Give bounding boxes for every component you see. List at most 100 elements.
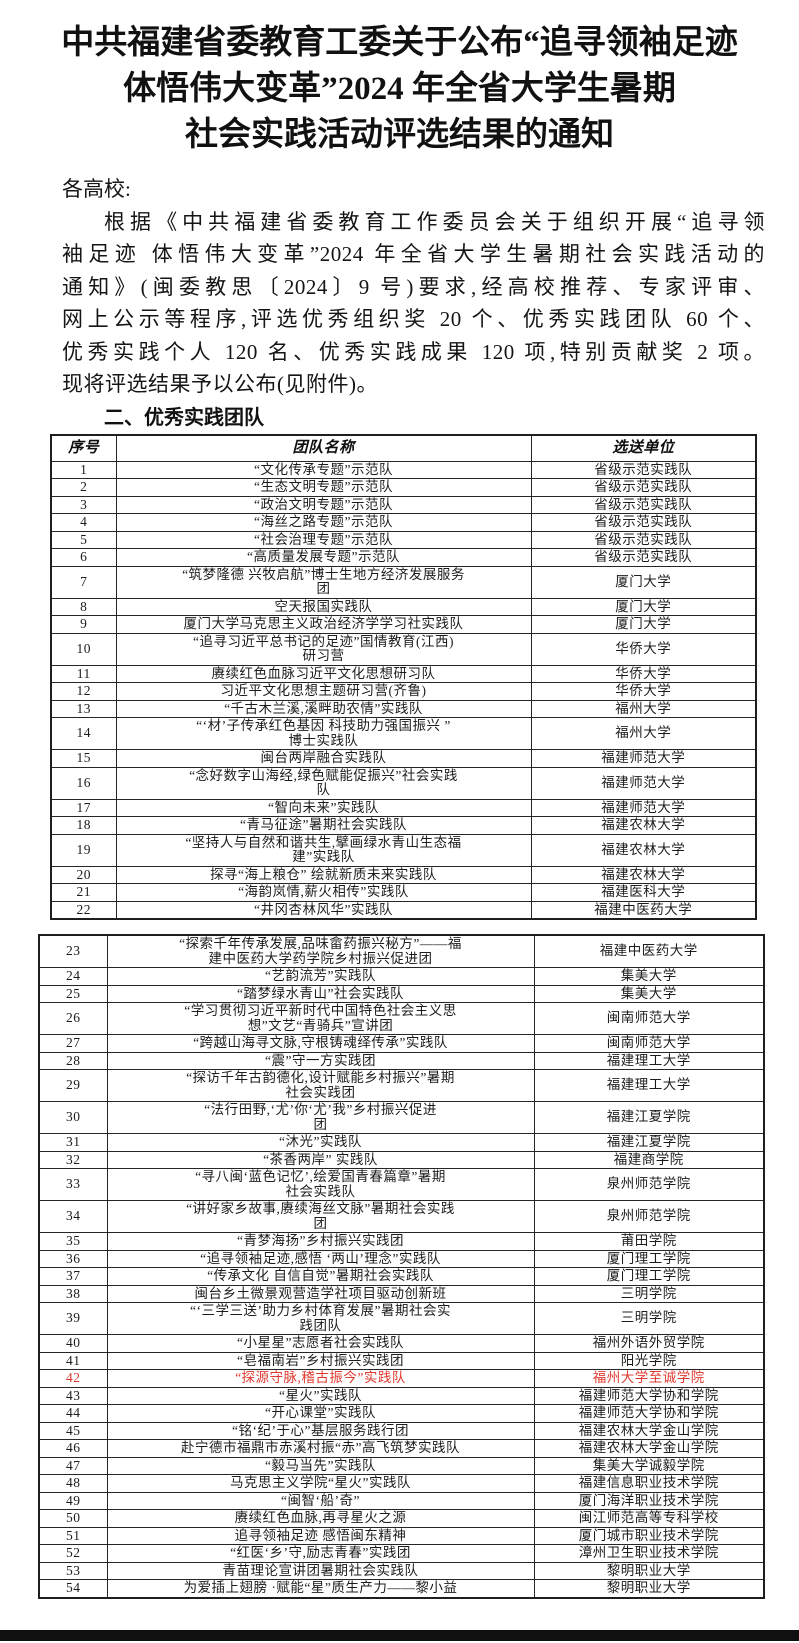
cell-unit: 闽南师范大学 xyxy=(533,1002,765,1035)
cell-unit: 福州外语外贸学院 xyxy=(533,1334,765,1353)
table-row: 31 “沐光”实践队 福建江夏学院 xyxy=(38,1133,765,1152)
cell-index: 25 xyxy=(38,984,108,1003)
cell-team-name: 闽台乡土微景观营造学社项目驱动创新班 xyxy=(106,1284,535,1303)
cell-index: 4 xyxy=(50,513,117,532)
cell-unit: 福建师范大学协和学院 xyxy=(533,1386,765,1405)
cell-index: 45 xyxy=(38,1421,108,1440)
cell-unit: 省级示范实践队 xyxy=(530,495,757,514)
cell-index: 33 xyxy=(38,1168,108,1201)
table-header-row: 序号 团队名称 选送单位 xyxy=(50,434,757,462)
table-row: 38 闽台乡土微景观营造学社项目驱动创新班 三明学院 xyxy=(38,1284,765,1303)
title-line-1: 中共福建省委教育工委关于公布“追寻领袖足迹 xyxy=(61,25,738,61)
cell-unit: 黎明职业大学 xyxy=(533,1561,765,1580)
cell-team-name: “追寻领袖足迹,感悟 ‘两山’理念”实践队 xyxy=(106,1249,535,1268)
cell-team-name: 空天报国实践队 xyxy=(115,597,532,616)
table-row: 30 “法行田野,‘尤’你‘尤’我”乡村振兴促进 团福建江夏学院 xyxy=(38,1101,765,1134)
cell-team-name: “青梦海扬”乡村振兴实践团 xyxy=(106,1232,535,1251)
cell-unit: 集美大学 xyxy=(533,984,765,1003)
header-cell-unit: 选送单位 xyxy=(530,434,757,462)
cell-unit: 省级示范实践队 xyxy=(530,478,757,497)
cell-team-name: “海韵岚情,薪火相传”实践队 xyxy=(115,883,532,902)
cell-unit: 阳光学院 xyxy=(533,1351,765,1370)
cell-index: 12 xyxy=(50,682,117,701)
table-row: 11 赓续红色血脉习近平文化思想研习队 华侨大学 xyxy=(50,664,757,683)
cell-unit: 福建医科大学 xyxy=(530,883,757,902)
cell-unit: 黎明职业大学 xyxy=(533,1579,765,1598)
table-row: 10 “追寻习近平总书记的足迹”国情教育(江西) 研习营 华侨大学 xyxy=(50,632,757,666)
cell-unit: 福州大学 xyxy=(530,699,757,718)
table-row: 8 空天报国实践队 厦门大学 xyxy=(50,597,757,616)
cell-team-name: “‘材’子传承红色基因 科技助力强国振兴 ” 博士实践队 xyxy=(115,717,532,750)
table-row: 16 “念好数字山海经,绿色赋能促振兴”社会实践 队福建师范大学 xyxy=(50,766,757,800)
table-row: 33 “寻八闽‘蓝色记忆’,绘爱国青春篇章”暑期 社会实践队 泉州师范学院 xyxy=(38,1168,765,1201)
cell-team-name: “追寻习近平总书记的足迹”国情教育(江西) 研习营 xyxy=(115,632,532,666)
cell-index: 1 xyxy=(50,460,117,479)
cell-index: 14 xyxy=(50,717,117,750)
table-row: 24 “艺韵流芳”实践队 集美大学 xyxy=(38,967,765,986)
document-title: 中共福建省委教育工委关于公布“追寻领袖足迹 体悟伟大变革”2024 年全省大学生… xyxy=(20,20,780,158)
cell-index: 6 xyxy=(50,548,117,567)
cell-index: 52 xyxy=(38,1544,108,1563)
cell-team-name: “筑梦隆德 兴牧启航”博士生地方经济发展服务 团 xyxy=(115,565,532,599)
cell-index: 20 xyxy=(50,865,117,884)
cell-team-name: 赓续红色血脉,再寻星火之源 xyxy=(106,1509,535,1528)
cell-team-name: “艺韵流芳”实践队 xyxy=(106,967,535,986)
cell-unit: 福建师范大学 xyxy=(530,749,757,768)
table-row: 23 “探索千年传承发展,品味畲药振兴秘方”——福 建中医药大学药学院乡村振兴促进… xyxy=(38,934,765,968)
cell-unit: 福建师范大学 xyxy=(530,798,757,817)
cell-team-name: “探访千年古韵德化,设计赋能乡村振兴”暑期 社会实践团 xyxy=(106,1069,535,1102)
cell-team-name: “小星星”志愿者社会实践队 xyxy=(106,1334,535,1353)
cell-index: 54 xyxy=(38,1579,108,1598)
table-row: 50 赓续红色血脉,再寻星火之源 闽江师范高等专科学校 xyxy=(38,1509,765,1528)
cell-unit: 厦门理工学院 xyxy=(533,1249,765,1268)
cell-index: 21 xyxy=(50,883,117,902)
cell-index: 36 xyxy=(38,1249,108,1268)
cell-index: 50 xyxy=(38,1509,108,1528)
cell-index: 32 xyxy=(38,1150,108,1169)
cell-unit: 厦门大学 xyxy=(530,565,757,599)
table-row: 25 “踏梦绿水青山”社会实践队 集美大学 xyxy=(38,984,765,1003)
cell-team-name: “青马征途”暑期社会实践队 xyxy=(115,816,532,835)
paragraph-line: 现将评选结果予以公布(见附件)。 xyxy=(62,372,378,396)
cell-unit: 福建理工大学 xyxy=(533,1069,765,1102)
cell-index: 35 xyxy=(38,1232,108,1251)
cell-index: 53 xyxy=(38,1561,108,1580)
awards-table-part2: 23 “探索千年传承发展,品味畲药振兴秘方”——福 建中医药大学药学院乡村振兴促进… xyxy=(38,934,765,1599)
table-row: 14 “‘材’子传承红色基因 科技助力强国振兴 ” 博士实践队 福州大学 xyxy=(50,717,757,750)
cell-unit: 福建信息职业技术学院 xyxy=(533,1474,765,1493)
cell-index: 27 xyxy=(38,1034,108,1053)
cell-unit: 闽江师范高等专科学校 xyxy=(533,1509,765,1528)
cell-unit: 省级示范实践队 xyxy=(530,530,757,549)
cell-unit: 华侨大学 xyxy=(530,682,757,701)
table-row: 40 “小星星”志愿者社会实践队 福州外语外贸学院 xyxy=(38,1334,765,1353)
cell-index: 16 xyxy=(50,766,117,800)
cell-index: 9 xyxy=(50,615,117,634)
table-row: 48 马克思主义学院“星火”实践队 福建信息职业技术学院 xyxy=(38,1474,765,1493)
cell-team-name: “千古木兰溪,溪畔助农情”实践队 xyxy=(115,699,532,718)
table-row: 52 “红医‘乡’守,励志青春”实践团 漳州卫生职业技术学院 xyxy=(38,1544,765,1563)
cell-team-name: “文化传承专题”示范队 xyxy=(115,460,532,479)
table-row: 41 “皂福南岩”乡村振兴实践团 阳光学院 xyxy=(38,1351,765,1370)
cell-unit: 集美大学诚毅学院 xyxy=(533,1456,765,1475)
cell-index: 30 xyxy=(38,1101,108,1134)
table-row: 9 厦门大学马克思主义政治经济学学习社实践队 厦门大学 xyxy=(50,615,757,634)
cell-index: 28 xyxy=(38,1051,108,1070)
table-row: 32 “茶香两岸” 实践队 福建商学院 xyxy=(38,1150,765,1169)
cell-team-name: “铭‘纪’于心”基层服务践行团 xyxy=(106,1421,535,1440)
cell-index: 5 xyxy=(50,530,117,549)
table-row: 21 “海韵岚情,薪火相传”实践队 福建医科大学 xyxy=(50,883,757,902)
cell-team-name: “学习贯彻习近平新时代中国特色社会主义思 想”文艺“青骑兵”宣讲团 xyxy=(106,1002,535,1035)
cell-unit: 福州大学 xyxy=(530,717,757,750)
cell-index: 8 xyxy=(50,597,117,616)
cell-index: 34 xyxy=(38,1200,108,1233)
cell-index: 51 xyxy=(38,1526,108,1545)
table-row: 29 “探访千年古韵德化,设计赋能乡村振兴”暑期 社会实践团 福建理工大学 xyxy=(38,1069,765,1102)
cell-unit: 福建农林大学 xyxy=(530,833,757,867)
cell-unit: 三明学院 xyxy=(533,1284,765,1303)
cell-index: 11 xyxy=(50,664,117,683)
notice-paragraph: 根据《中共福建省委教育工作委员会关于组织开展“追寻领 袖足迹 体悟伟大变革”202… xyxy=(62,206,765,401)
cell-unit: 省级示范实践队 xyxy=(530,513,757,532)
table-row: 17 “智向未来”实践队 福建师范大学 xyxy=(50,798,757,817)
header-cell-team-name: 团队名称 xyxy=(115,434,532,462)
table-row: 36 “追寻领袖足迹,感悟 ‘两山’理念”实践队 厦门理工学院 xyxy=(38,1249,765,1268)
